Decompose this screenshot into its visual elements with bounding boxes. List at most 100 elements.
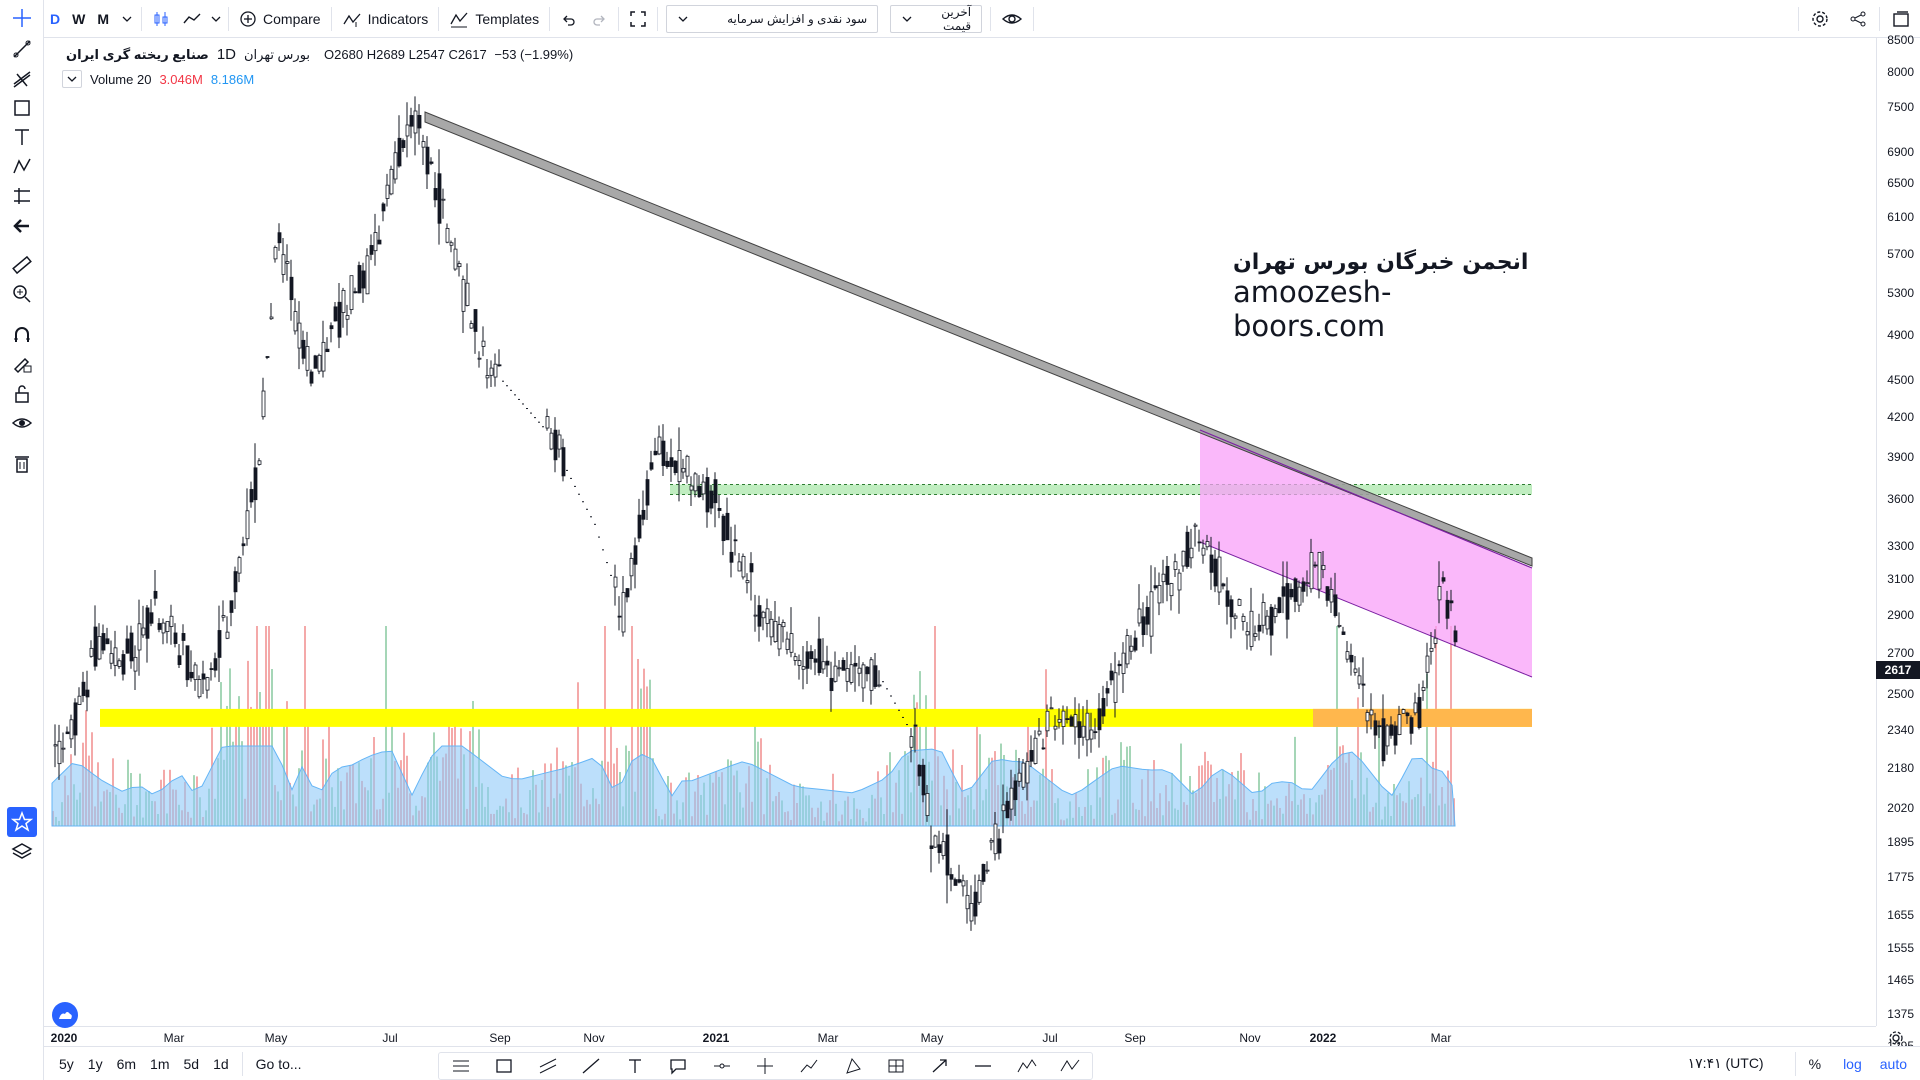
candle-body (993, 823, 998, 855)
eye-icon[interactable] (993, 0, 1031, 38)
settings-gear-icon[interactable] (1801, 0, 1839, 38)
candle-body (229, 600, 234, 613)
rectangle-icon[interactable] (490, 1054, 518, 1078)
range-1m[interactable]: 1m (150, 1055, 170, 1072)
candle-body (981, 863, 986, 882)
horizontal-ray-icon[interactable] (708, 1054, 736, 1078)
line-type-icon[interactable] (178, 0, 206, 38)
candle-body (477, 357, 482, 360)
candle-body (241, 543, 246, 547)
interval-monthly[interactable]: M (97, 10, 110, 27)
percent-toggle[interactable]: % (1808, 1055, 1822, 1072)
volume-bar (307, 709, 309, 826)
elliott-wave-icon[interactable] (1013, 1054, 1041, 1078)
compare-button[interactable]: Compare (231, 0, 329, 38)
candle-body (1229, 599, 1234, 618)
range-6m[interactable]: 6m (116, 1055, 137, 1072)
volume-bar (610, 720, 612, 826)
abc-pattern-icon[interactable] (1056, 1054, 1084, 1078)
volume-label[interactable]: Volume 20 (90, 71, 152, 87)
time-scale[interactable]: 2020 Mar May Jul Sep Nov 2021 Mar May Jul Sep Nov 20… (44, 1026, 1876, 1046)
chevron-down-icon[interactable] (62, 70, 82, 88)
favorites-star-icon[interactable] (7, 807, 37, 837)
clock-label[interactable]: ۱۷:۴۱ (UTC) (1687, 1055, 1764, 1071)
range-1d[interactable]: 1d (213, 1055, 229, 1072)
log-toggle[interactable]: log (1843, 1055, 1862, 1072)
unlock-icon[interactable] (7, 379, 37, 409)
templates-button[interactable]: Templates (441, 0, 547, 38)
rectangle-tool-icon[interactable] (7, 93, 37, 123)
horizontal-lines-icon[interactable] (447, 1054, 475, 1078)
interval-weekly[interactable]: W (72, 10, 86, 27)
horizontal-line-icon[interactable] (969, 1054, 997, 1078)
fundamentals-select[interactable]: سود نقدی و افزایش سرمایه (666, 4, 879, 33)
price-scale[interactable]: 8500 8000 7500 6900 6500 6100 5700 5300 4900 4500… (1876, 33, 1920, 1053)
candle-body (97, 636, 102, 660)
lock-drawing-icon[interactable] (7, 349, 37, 379)
share-icon[interactable] (1839, 0, 1877, 38)
candle-body (425, 146, 430, 175)
candle-type-icon[interactable] (144, 0, 178, 38)
price-type-select[interactable]: آخرین قیمت (890, 4, 983, 33)
candle-body (381, 203, 386, 212)
goto-button[interactable]: Go to... (255, 1055, 302, 1072)
redo-icon[interactable] (584, 0, 616, 38)
candle-body (977, 880, 982, 903)
candle-body (449, 242, 454, 246)
volume-bar (919, 671, 921, 826)
symbol-name[interactable]: صنایع ریخته گری ایران (66, 46, 209, 62)
price-scale-label: 8000 (1887, 65, 1914, 80)
trash-icon[interactable] (7, 448, 37, 478)
back-arrow-icon[interactable] (7, 211, 37, 241)
candle-body (1257, 624, 1262, 632)
fullscreen-icon[interactable] (621, 0, 655, 38)
zoom-in-icon[interactable] (7, 279, 37, 309)
candle-body (837, 667, 842, 670)
candle-body (1133, 637, 1138, 651)
snapshot-icon[interactable] (1882, 0, 1920, 38)
scale-settings-gear-icon[interactable] (1888, 1030, 1904, 1051)
date-price-range-icon[interactable] (882, 1054, 910, 1078)
price-scale-label: 5300 (1887, 285, 1914, 300)
undo-icon[interactable] (552, 0, 584, 38)
text-tool-icon[interactable] (7, 122, 37, 152)
arrow-icon[interactable] (926, 1054, 954, 1078)
high-key: H (366, 47, 377, 62)
crosshair-icon[interactable] (7, 3, 37, 33)
cross-line-icon[interactable] (751, 1054, 779, 1078)
candle-body (1041, 747, 1046, 750)
chevron-down-icon[interactable] (206, 0, 226, 38)
parallel-channel-icon[interactable] (534, 1054, 562, 1078)
text-icon[interactable] (621, 1054, 649, 1078)
trendline-icon[interactable] (577, 1054, 605, 1078)
auto-toggle[interactable]: auto (1879, 1055, 1907, 1072)
candle-body (797, 660, 802, 666)
prediction-tool-icon[interactable] (7, 181, 37, 211)
candle-body (625, 588, 630, 598)
candle-body (961, 880, 966, 887)
time-scale-label: May (264, 1031, 288, 1045)
magnet-icon[interactable] (7, 320, 37, 350)
layers-icon[interactable] (7, 837, 37, 867)
candle-body (1385, 725, 1390, 747)
range-1y[interactable]: 1y (87, 1055, 103, 1072)
candle-body (1117, 663, 1122, 667)
candle-body (209, 668, 214, 670)
pattern-tool-icon[interactable] (7, 151, 37, 181)
candle-body (373, 232, 378, 252)
eye-icon[interactable] (7, 408, 37, 438)
chevron-down-icon[interactable] (115, 0, 139, 38)
trendline-tool-icon[interactable] (7, 34, 37, 64)
indicators-button[interactable]: Indicators (334, 0, 437, 38)
ruler-icon[interactable] (7, 250, 37, 280)
triangle-pattern-icon[interactable] (839, 1054, 867, 1078)
candle-body (121, 654, 126, 675)
path-icon[interactable] (795, 1054, 823, 1078)
fib-tool-icon[interactable] (7, 64, 37, 94)
callout-icon[interactable] (664, 1054, 692, 1078)
range-5y[interactable]: 5y (59, 1055, 74, 1072)
range-5d[interactable]: 5d (183, 1055, 200, 1072)
interval-daily[interactable]: D (50, 10, 61, 27)
tradingview-logo-icon[interactable] (52, 1002, 78, 1028)
